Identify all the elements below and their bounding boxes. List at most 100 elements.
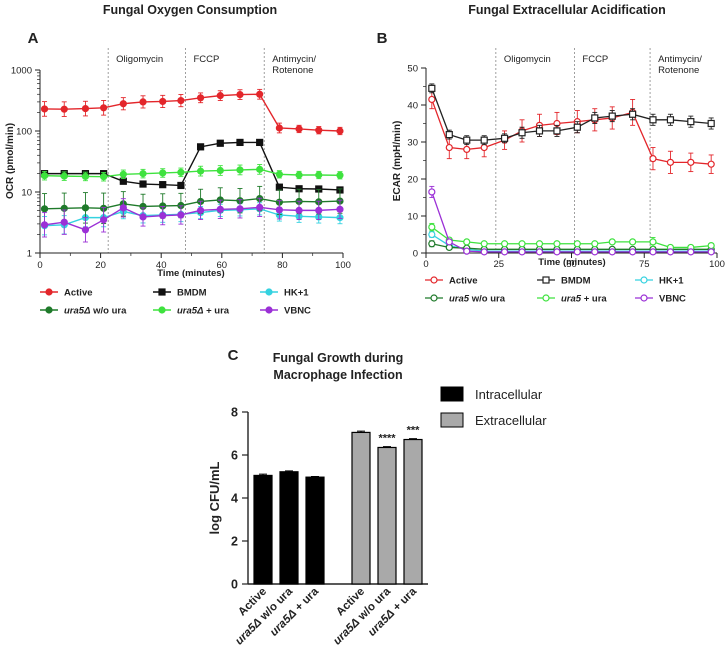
data-point [463, 136, 471, 144]
panel-b-letter: B [377, 30, 388, 47]
injection-label: Antimycin/ [658, 54, 702, 65]
panel-b-title: Fungal Extracellular Acidification [468, 3, 666, 17]
data-point [81, 172, 90, 181]
data-point [40, 205, 49, 213]
bar [305, 476, 325, 585]
legend-marker [640, 276, 648, 284]
legend-label-text: + ura [581, 294, 607, 305]
bar [377, 446, 397, 585]
series-1 [428, 83, 715, 146]
data-point [81, 104, 90, 113]
series-line [431, 99, 712, 165]
data-point [256, 165, 264, 173]
legend-marker [45, 306, 53, 314]
legend-label-text: w/o ura [90, 306, 127, 317]
data-point [649, 238, 657, 246]
bar-group-item: Active [334, 430, 371, 619]
legend-entry: Intracellular [440, 386, 543, 402]
legend-label: ura5Δ w/o ura [64, 306, 127, 317]
data-point [591, 240, 599, 248]
data-point [81, 226, 90, 234]
x-axis-label: Time (minutes) [538, 257, 605, 268]
data-point [707, 160, 715, 168]
data-point [256, 90, 264, 98]
data-point [139, 180, 147, 188]
x-tick-label: 0 [37, 260, 42, 271]
legend-swatch [440, 412, 464, 428]
y-tick-label: 20 [407, 175, 418, 186]
data-point [687, 248, 695, 256]
legend-label: BMDM [561, 276, 591, 287]
series-line [44, 208, 340, 227]
legend-marker [542, 294, 550, 302]
series-0 [40, 88, 344, 136]
data-point [139, 213, 147, 221]
data-point [428, 95, 436, 104]
data-point [100, 104, 108, 112]
legend-label-text: w/o ura [469, 294, 506, 305]
y-tick-label: 30 [407, 138, 418, 149]
data-point [275, 206, 283, 214]
data-point [428, 84, 436, 92]
data-point [649, 116, 657, 124]
significance-marker: *** [407, 425, 421, 437]
data-point [100, 216, 108, 224]
data-point [480, 240, 488, 248]
series-line [431, 243, 712, 250]
injection-label: Oligomycin [116, 54, 163, 65]
y-tick-label: 10 [21, 188, 32, 199]
data-point [139, 98, 147, 106]
data-point [535, 248, 544, 256]
data-point [236, 205, 244, 213]
data-point [480, 136, 488, 144]
data-point [159, 181, 167, 189]
series-line [44, 197, 340, 210]
injection-label: Antimycin/ [272, 54, 316, 65]
data-point [428, 240, 436, 248]
legend-label: ura5 + ura [561, 294, 607, 305]
x-tick-label: 100 [335, 260, 351, 271]
data-point [81, 204, 90, 212]
data-point [119, 100, 127, 108]
bar [351, 431, 371, 585]
series-0 [428, 89, 715, 174]
panel-c-title: Macrophage Infection [273, 368, 402, 382]
data-point [428, 230, 436, 239]
data-point [666, 248, 675, 256]
data-point [40, 221, 49, 229]
significance-marker: **** [378, 433, 396, 445]
legend-label: HK+1 [659, 276, 684, 287]
x-tick-label: 40 [156, 260, 167, 271]
legend-entry: Extracellular [440, 412, 547, 428]
legend-entry: Active [425, 276, 478, 287]
data-point [687, 158, 695, 166]
data-point [275, 124, 283, 132]
data-point [315, 171, 323, 179]
data-point [591, 114, 599, 122]
legend-label: VBNC [284, 306, 311, 317]
y-tick-label: 4 [231, 492, 238, 506]
panel-b-ecar-chart: Fungal Extracellular Acidification B Oligo… [377, 3, 725, 305]
data-point [177, 97, 185, 105]
legend-marker [430, 294, 438, 302]
data-point [236, 91, 244, 99]
legend-swatch [440, 386, 464, 402]
y-tick-label: 100 [16, 127, 32, 138]
data-point [573, 123, 581, 131]
x-tick-label: 100 [709, 259, 725, 270]
legend-marker [45, 288, 53, 296]
data-point [60, 218, 68, 226]
data-point [463, 145, 471, 153]
data-point [518, 248, 526, 256]
data-point [119, 204, 127, 212]
x-tick-label: 75 [639, 259, 650, 270]
legend-label: VBNC [659, 294, 686, 305]
series-5 [428, 185, 715, 256]
injection-label: Oligomycin [504, 54, 551, 65]
data-point [275, 170, 283, 178]
legend-entry: ura5Δ + ura [153, 306, 230, 317]
data-point [480, 248, 488, 256]
panel-c-cfu-bar-chart: C Fungal Growth during Macrophage Infectio… [207, 347, 547, 647]
data-point [553, 248, 561, 256]
data-point [445, 238, 453, 246]
